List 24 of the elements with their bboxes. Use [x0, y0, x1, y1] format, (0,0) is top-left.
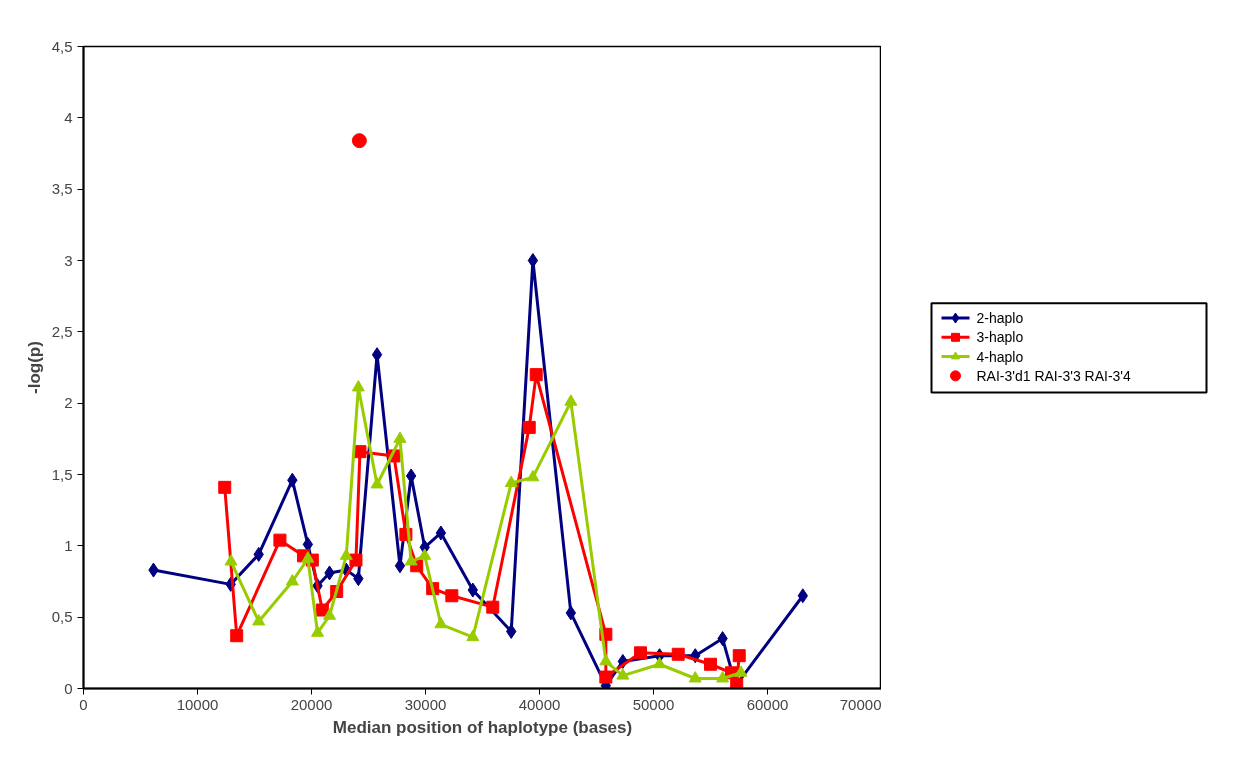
legend-label: 3-haplo [976, 329, 1024, 346]
y-tick-label: 0,5 [51, 608, 73, 626]
y-tick-label: 0 [64, 679, 73, 697]
x-tick-label: 40000 [518, 695, 561, 713]
x-tick-label: 60000 [746, 695, 789, 713]
legend-label: 4-haplo [976, 348, 1024, 365]
y-tick-label: 1,5 [51, 465, 73, 483]
y-tick-label: 4,5 [51, 37, 73, 55]
x-tick-label: 70000 [839, 695, 882, 713]
x-tick-label: 20000 [290, 695, 333, 713]
y-tick-label: 1 [64, 536, 73, 554]
x-tick-label: 50000 [632, 695, 675, 713]
x-tick-label: 0 [79, 695, 88, 713]
y-tick-label: 2,5 [51, 322, 73, 340]
y-tick-label: 3 [64, 251, 73, 269]
y-axis-title: -log(p) [24, 341, 44, 394]
legend-label: 2-haplo [976, 310, 1024, 327]
legend-label: RAI-3'd1 RAI-3'3 RAI-3'4 [976, 367, 1132, 384]
y-tick-label: 2 [64, 394, 73, 412]
x-tick-label: 30000 [404, 695, 447, 713]
x-axis-title: Median position of haplotype (bases) [332, 717, 633, 737]
y-tick-label: 4 [64, 108, 73, 126]
y-tick-label: 3,5 [51, 180, 73, 198]
x-tick-label: 10000 [176, 695, 219, 713]
